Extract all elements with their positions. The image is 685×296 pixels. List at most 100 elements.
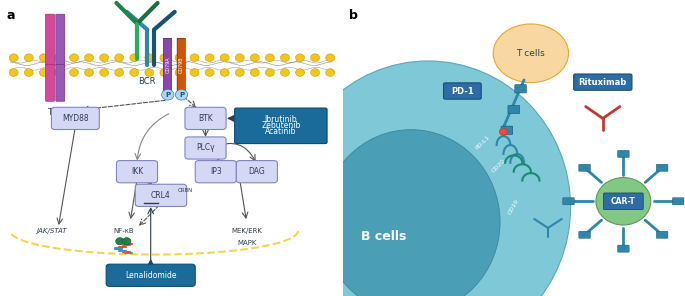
Ellipse shape xyxy=(322,130,500,296)
Text: Zebutenib: Zebutenib xyxy=(261,121,301,130)
Circle shape xyxy=(251,69,259,76)
Text: Ibrutinib: Ibrutinib xyxy=(264,115,297,124)
FancyBboxPatch shape xyxy=(515,85,526,93)
Circle shape xyxy=(40,69,48,76)
Circle shape xyxy=(596,178,651,225)
Ellipse shape xyxy=(493,24,569,83)
Circle shape xyxy=(499,128,508,135)
Circle shape xyxy=(220,54,229,62)
FancyBboxPatch shape xyxy=(177,38,185,92)
Text: BTK: BTK xyxy=(198,114,213,123)
Circle shape xyxy=(265,54,274,62)
Circle shape xyxy=(175,89,188,100)
Circle shape xyxy=(70,69,78,76)
Circle shape xyxy=(114,69,123,76)
Text: TCL: TCL xyxy=(47,108,62,117)
Circle shape xyxy=(24,69,33,76)
FancyBboxPatch shape xyxy=(55,65,64,101)
FancyBboxPatch shape xyxy=(617,150,629,157)
Text: T cells: T cells xyxy=(516,49,545,58)
Text: Acatinib: Acatinib xyxy=(265,127,297,136)
Circle shape xyxy=(236,69,244,76)
Circle shape xyxy=(206,54,214,62)
FancyBboxPatch shape xyxy=(501,126,512,134)
Circle shape xyxy=(162,89,174,100)
Circle shape xyxy=(99,69,108,76)
Text: IKK: IKK xyxy=(131,167,143,176)
Circle shape xyxy=(40,54,48,62)
FancyBboxPatch shape xyxy=(508,105,519,114)
Text: P: P xyxy=(165,92,171,98)
Text: CD79A: CD79A xyxy=(165,57,171,73)
Circle shape xyxy=(130,54,138,62)
Circle shape xyxy=(160,54,169,62)
FancyBboxPatch shape xyxy=(579,164,590,171)
Circle shape xyxy=(190,69,199,76)
Text: B cells: B cells xyxy=(361,230,406,243)
FancyBboxPatch shape xyxy=(185,107,226,130)
Circle shape xyxy=(145,69,153,76)
Circle shape xyxy=(145,54,153,62)
FancyBboxPatch shape xyxy=(562,198,574,205)
Text: Lenalidomide: Lenalidomide xyxy=(125,271,177,280)
Circle shape xyxy=(130,69,138,76)
FancyBboxPatch shape xyxy=(185,137,226,159)
Circle shape xyxy=(281,69,289,76)
Circle shape xyxy=(84,69,93,76)
Text: MEK/ERK: MEK/ERK xyxy=(231,228,262,234)
Text: DAG: DAG xyxy=(249,167,265,176)
FancyBboxPatch shape xyxy=(656,164,668,171)
Circle shape xyxy=(123,238,131,245)
Text: CD20: CD20 xyxy=(490,158,506,173)
FancyBboxPatch shape xyxy=(234,108,327,144)
FancyBboxPatch shape xyxy=(45,65,55,101)
Text: CRL4: CRL4 xyxy=(151,191,171,200)
Text: P: P xyxy=(179,92,184,98)
Text: Rituximab: Rituximab xyxy=(579,78,627,87)
FancyBboxPatch shape xyxy=(135,184,186,207)
FancyBboxPatch shape xyxy=(603,193,643,210)
Ellipse shape xyxy=(286,61,571,296)
Circle shape xyxy=(175,54,184,62)
Text: JAK/STAT: JAK/STAT xyxy=(36,228,66,234)
Text: IP3: IP3 xyxy=(210,167,222,176)
Text: b: b xyxy=(349,9,358,22)
Circle shape xyxy=(265,69,274,76)
FancyBboxPatch shape xyxy=(163,38,171,92)
FancyBboxPatch shape xyxy=(195,160,236,183)
Circle shape xyxy=(326,69,334,76)
Circle shape xyxy=(114,54,123,62)
Text: CRBN: CRBN xyxy=(177,189,192,193)
FancyBboxPatch shape xyxy=(656,231,668,238)
Text: PLCγ: PLCγ xyxy=(196,144,215,152)
Circle shape xyxy=(70,54,78,62)
Text: NF-κB: NF-κB xyxy=(113,228,134,234)
FancyBboxPatch shape xyxy=(617,245,629,252)
Circle shape xyxy=(55,69,63,76)
FancyBboxPatch shape xyxy=(106,264,195,287)
Circle shape xyxy=(99,54,108,62)
FancyBboxPatch shape xyxy=(55,14,64,66)
Circle shape xyxy=(236,54,244,62)
FancyBboxPatch shape xyxy=(236,160,277,183)
Circle shape xyxy=(220,69,229,76)
Circle shape xyxy=(206,69,214,76)
FancyBboxPatch shape xyxy=(672,198,684,205)
Text: BCR: BCR xyxy=(138,77,156,86)
Circle shape xyxy=(310,69,319,76)
Text: CAR-T: CAR-T xyxy=(611,197,636,206)
Circle shape xyxy=(190,54,199,62)
FancyBboxPatch shape xyxy=(116,160,158,183)
Circle shape xyxy=(116,238,124,245)
Circle shape xyxy=(295,69,304,76)
Text: PD-1: PD-1 xyxy=(451,87,474,96)
Circle shape xyxy=(310,54,319,62)
Text: a: a xyxy=(7,9,15,22)
Circle shape xyxy=(84,54,93,62)
Text: MYD88: MYD88 xyxy=(62,114,88,123)
Circle shape xyxy=(160,69,169,76)
Text: CD79B: CD79B xyxy=(179,57,184,73)
FancyBboxPatch shape xyxy=(573,74,632,90)
FancyBboxPatch shape xyxy=(579,231,590,238)
Circle shape xyxy=(295,54,304,62)
